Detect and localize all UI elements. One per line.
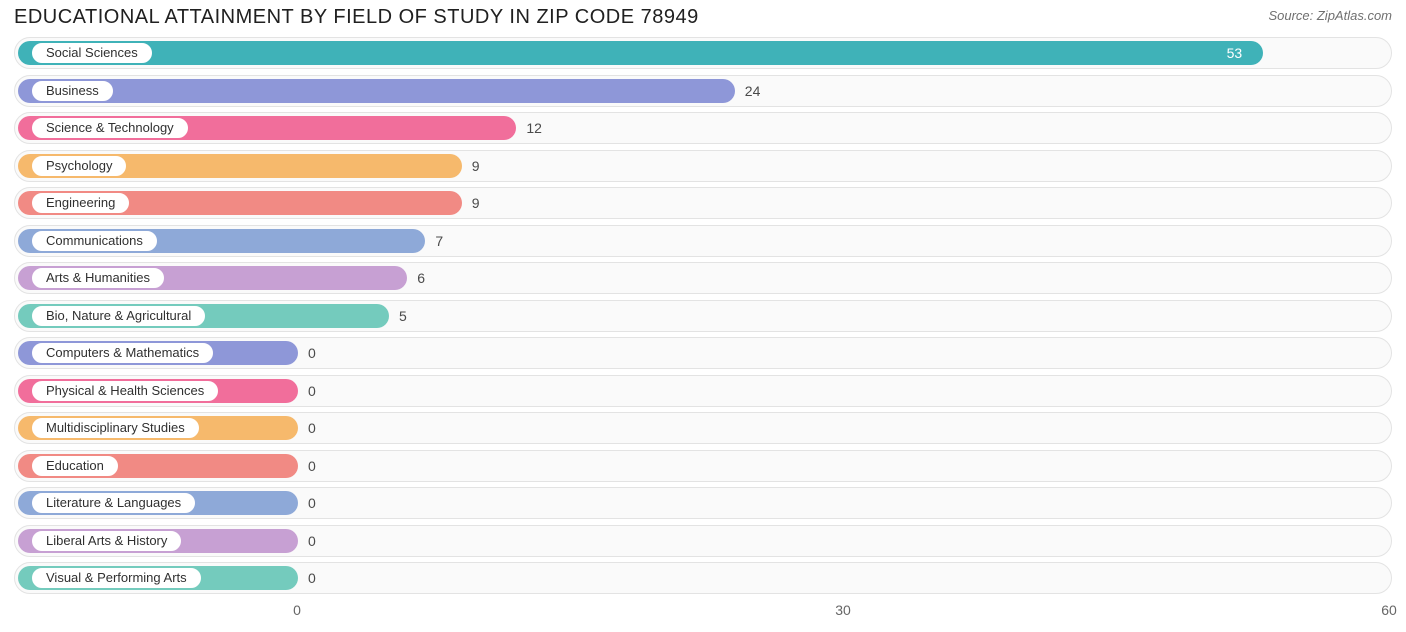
bar-value-label: 9 <box>472 159 480 173</box>
bar-value-label: 0 <box>308 346 316 360</box>
bar-value-label: 0 <box>308 459 316 473</box>
bar-category-pill: Business <box>31 80 114 102</box>
chart-plot-area: Social Sciences 53 Business 24 Science & Tec… <box>0 33 1406 594</box>
bar-value-label: 24 <box>745 84 761 98</box>
chart-source: Source: ZipAtlas.com <box>1268 6 1392 23</box>
bar-row: Multidisciplinary Studies 0 <box>14 412 1392 444</box>
bar-value-label: 6 <box>417 271 425 285</box>
bar-category-pill: Science & Technology <box>31 117 189 139</box>
bar-value-label: 0 <box>308 496 316 510</box>
bar-row: Physical & Health Sciences 0 <box>14 375 1392 407</box>
bar-row: Communications 7 <box>14 225 1392 257</box>
bar-category-pill: Physical & Health Sciences <box>31 380 219 402</box>
bar-value-label: 7 <box>435 234 443 248</box>
chart-title: EDUCATIONAL ATTAINMENT BY FIELD OF STUDY… <box>14 6 699 29</box>
bar-category-pill: Liberal Arts & History <box>31 530 182 552</box>
bar-row: Arts & Humanities 6 <box>14 262 1392 294</box>
bar-category-pill: Visual & Performing Arts <box>31 567 202 589</box>
bar-category-pill: Literature & Languages <box>31 492 196 514</box>
bar-row: Literature & Languages 0 <box>14 487 1392 519</box>
x-axis: 03060 <box>14 600 1392 624</box>
bar-value-label: 0 <box>308 571 316 585</box>
bar-value-label: 0 <box>308 421 316 435</box>
bar-category-pill: Arts & Humanities <box>31 267 165 289</box>
bar-value-label: 5 <box>399 309 407 323</box>
chart-header: EDUCATIONAL ATTAINMENT BY FIELD OF STUDY… <box>0 0 1406 33</box>
bar-category-pill: Multidisciplinary Studies <box>31 417 200 439</box>
bar-category-pill: Communications <box>31 230 158 252</box>
bar-value-label: 0 <box>308 534 316 548</box>
bar-row: Psychology 9 <box>14 150 1392 182</box>
bar-value-label: 0 <box>308 384 316 398</box>
bar-row: Social Sciences 53 <box>14 37 1392 69</box>
bar-category-pill: Bio, Nature & Agricultural <box>31 305 206 327</box>
bar-category-pill: Psychology <box>31 155 127 177</box>
axis-tick-label: 0 <box>293 602 301 618</box>
bar-row: Bio, Nature & Agricultural 5 <box>14 300 1392 332</box>
bar-row: Liberal Arts & History 0 <box>14 525 1392 557</box>
bar-row: Visual & Performing Arts 0 <box>14 562 1392 594</box>
bar-category-pill: Engineering <box>31 192 130 214</box>
bar-fill <box>18 79 735 103</box>
bar-value-label: 12 <box>526 121 542 135</box>
bar-category-pill: Computers & Mathematics <box>31 342 214 364</box>
bar-row: Science & Technology 12 <box>14 112 1392 144</box>
bar-category-pill: Social Sciences <box>31 42 153 64</box>
bar-fill <box>18 41 1263 65</box>
axis-tick-label: 60 <box>1381 602 1397 618</box>
bar-row: Computers & Mathematics 0 <box>14 337 1392 369</box>
bar-value-label: 9 <box>472 196 480 210</box>
bar-row: Education 0 <box>14 450 1392 482</box>
bar-row: Engineering 9 <box>14 187 1392 219</box>
bar-category-pill: Education <box>31 455 119 477</box>
bar-row: Business 24 <box>14 75 1392 107</box>
axis-tick-label: 30 <box>835 602 851 618</box>
bar-value-label: 53 <box>1227 46 1243 60</box>
